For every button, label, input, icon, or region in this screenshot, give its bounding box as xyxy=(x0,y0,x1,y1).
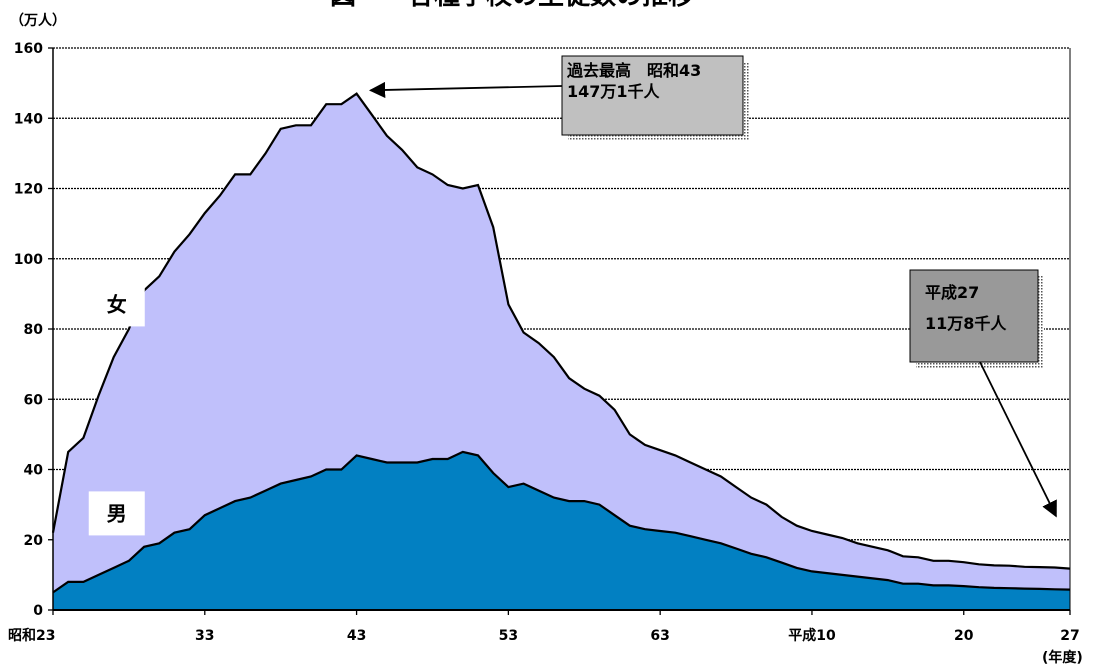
x-tick-label: 33 xyxy=(195,628,214,644)
y-tick-label: 40 xyxy=(24,463,44,479)
male-series-label: 男 xyxy=(107,501,127,525)
latest-callout-line1: 平成27 xyxy=(925,283,979,302)
latest-callout-line2: 11万8千人 xyxy=(925,314,1007,333)
total-line xyxy=(51,92,1071,570)
series-labels: 女男 xyxy=(88,282,145,536)
y-tick-label: 140 xyxy=(14,111,43,127)
peak-callout-arrow xyxy=(368,81,563,99)
latest-callout-box xyxy=(909,269,1039,363)
x-tick-label: 63 xyxy=(650,628,669,644)
x-tick-label: 昭和23 xyxy=(8,628,55,644)
peak-callout-box xyxy=(561,55,744,136)
y-tick-label: 80 xyxy=(24,322,44,338)
y-tick-label: 120 xyxy=(14,182,43,198)
y-tick-label: 160 xyxy=(14,41,43,57)
plot-areas xyxy=(51,92,1071,610)
x-tick-label: 27 xyxy=(1060,628,1079,644)
y-tick-label: 100 xyxy=(14,252,43,268)
x-tick-label: 43 xyxy=(347,628,366,644)
x-tick-label: 平成10 xyxy=(788,627,836,644)
y-tick-label: 60 xyxy=(24,392,44,408)
latest-callout-arrow xyxy=(979,361,1057,518)
male-series-label-box xyxy=(88,491,145,536)
peak-callout-line2: 147万1千人 xyxy=(567,82,661,101)
chart-title: 図 各種学校の生徒数の推移 xyxy=(330,0,694,11)
x-tick-label: 20 xyxy=(954,628,974,644)
y-tick-label: 20 xyxy=(24,533,44,549)
y-axis-unit-label: （万人） xyxy=(10,12,66,29)
female-series-label: 女 xyxy=(107,292,127,316)
female-series-label-box xyxy=(88,282,145,327)
x-tick-label: 53 xyxy=(499,628,518,644)
peak-callout-line1: 過去最高 昭和43 xyxy=(566,61,701,80)
axes: 0 20 40 60 80 100 120 140 160 昭和23 33 43 53 63 平成10 20 2… xyxy=(8,41,1080,644)
y-tick-label: 0 xyxy=(33,603,43,619)
male-line xyxy=(52,450,1071,594)
male-area xyxy=(53,451,1070,610)
x-axis-unit-label: (年度) xyxy=(1042,649,1083,666)
female-area xyxy=(53,93,1070,593)
